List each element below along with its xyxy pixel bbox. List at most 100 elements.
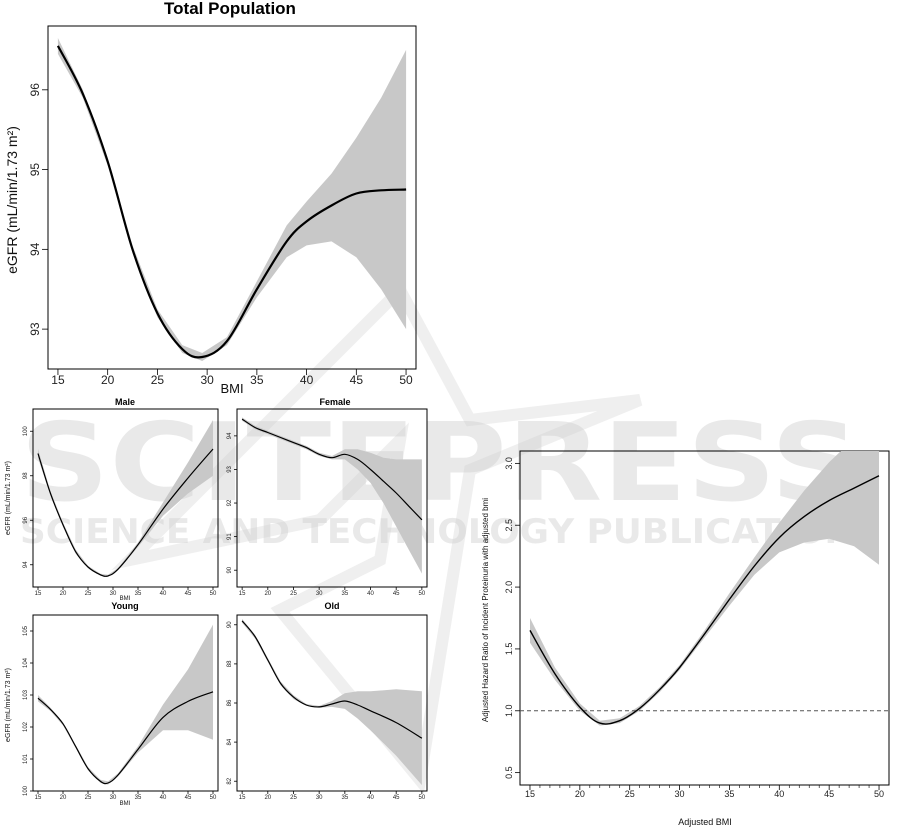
y-tick-label: 92: [227, 499, 233, 506]
x-tick-label: 40: [160, 795, 167, 801]
y-tick-label: 88: [227, 660, 233, 667]
confidence-band: [530, 451, 879, 726]
y-tick-label: 96: [23, 516, 29, 523]
x-tick-label: 25: [290, 591, 297, 597]
x-tick-label: 15: [239, 591, 246, 597]
y-tick-label: 0.5: [504, 766, 514, 779]
series-line: [529, 475, 880, 725]
series-line: [37, 691, 214, 785]
x-tick-label: 25: [85, 591, 92, 597]
x-axis-label: BMI: [120, 596, 131, 602]
series-line: [56, 45, 407, 359]
confidence-band: [38, 420, 213, 577]
y-tick-label: 93: [28, 322, 42, 336]
y-tick-label: 94: [23, 561, 29, 568]
x-tick-label: 35: [135, 591, 142, 597]
chart-young: Young 15 20 25 30 35 40 45 50 100 101 102 103 104 105…: [5, 601, 219, 807]
x-tick-label: 20: [264, 591, 271, 597]
x-tick-label: 20: [60, 591, 67, 597]
x-tick-label: 25: [151, 373, 165, 387]
x-tick-label: 50: [399, 373, 413, 387]
plot-frame: [519, 450, 890, 786]
x-tick-label: 15: [525, 789, 535, 799]
x-axis-label: BMI: [120, 801, 131, 807]
y-tick-label: 90: [227, 621, 233, 628]
x-tick-label: 20: [264, 795, 271, 801]
y-axis-label: Adjusted Hazard Ratio of Incident Protei…: [481, 498, 490, 722]
series-line: [37, 448, 214, 577]
y-tick-label: 1.0: [504, 705, 514, 718]
y-tick-label: 1.5: [504, 643, 514, 656]
y-axis-label: eGFR (mL/min/1.73 m²): [5, 461, 12, 535]
x-axis-label: BMI: [220, 381, 243, 396]
x-tick-label: 25: [85, 795, 92, 801]
y-tick-label: 101: [23, 753, 29, 764]
plot-frame: [32, 614, 219, 792]
y-tick-label: 98: [23, 472, 29, 479]
y-tick-label: 104: [23, 657, 29, 668]
chart-title: Old: [325, 601, 340, 611]
x-tick-label: 50: [210, 795, 217, 801]
x-tick-label: 45: [185, 795, 192, 801]
chart-title: Male: [115, 397, 135, 407]
chart-female: Female 15 20 25 30 35 40 45 50 90 91 92 93 94: [227, 397, 428, 597]
x-tick-label: 15: [239, 795, 246, 801]
y-tick-label: 90: [227, 566, 233, 573]
chart-total-population: Total Population 15 20 25 30 35 40 45 50 93 94 95 9…: [4, 0, 417, 396]
y-tick-label: 105: [23, 625, 29, 636]
x-tick-label: 50: [874, 789, 884, 799]
x-tick-label: 30: [200, 373, 214, 387]
x-tick-label: 35: [135, 795, 142, 801]
x-tick-label: 40: [160, 591, 167, 597]
y-tick-label: 95: [28, 163, 42, 177]
x-tick-label: 20: [101, 373, 115, 387]
confidence-band: [57, 38, 407, 361]
chart-old: Old 15 20 25 30 35 40 45 50 82 84 86 88 90: [227, 601, 428, 801]
x-tick-label: 25: [625, 789, 635, 799]
x-tick-label: 15: [51, 373, 65, 387]
plot-frame: [47, 25, 417, 370]
x-tick-label: 45: [824, 789, 834, 799]
plot-frame: [236, 408, 428, 588]
y-tick-label: 103: [23, 689, 29, 700]
x-tick-label: 35: [250, 373, 264, 387]
y-tick-label: 2.0: [504, 581, 514, 594]
confidence-band: [242, 417, 422, 574]
x-tick-label: 45: [350, 373, 364, 387]
y-tick-label: 93: [227, 465, 233, 472]
x-tick-label: 40: [774, 789, 784, 799]
x-tick-label: 35: [341, 795, 348, 801]
x-tick-label: 30: [316, 795, 323, 801]
x-tick-label: 30: [110, 795, 117, 801]
y-tick-label: 94: [28, 242, 42, 256]
chart-hazard-ratio: 15 20 25 30 35 40 45 50 0.5 1.0 1.5 2.0 2.5 3.0 Adjus…: [481, 450, 890, 827]
y-tick-label: 100: [23, 785, 29, 796]
x-tick-label: 40: [367, 795, 374, 801]
series-line: [241, 418, 423, 521]
chart-male: Male 15 20 25 30 35 40 45 50 94 96 98 100 BMI eGFR …: [5, 397, 219, 602]
confidence-band: [38, 624, 213, 785]
confidence-band: [242, 618, 422, 786]
chart-title: Female: [319, 397, 350, 407]
y-tick-label: 100: [23, 426, 29, 437]
watermark-subtitle: SCIENCE AND TECHNOLOGY PUBLICATIONS: [20, 512, 880, 552]
x-tick-label: 40: [367, 591, 374, 597]
series-line: [241, 620, 423, 739]
x-tick-label: 30: [316, 591, 323, 597]
y-tick-label: 96: [28, 83, 42, 97]
x-tick-label: 25: [290, 795, 297, 801]
x-tick-label: 20: [60, 795, 67, 801]
x-tick-label: 50: [419, 795, 426, 801]
x-tick-label: 45: [185, 591, 192, 597]
y-tick-label: 2.5: [504, 519, 514, 532]
x-axis-label: Adjusted BMI: [678, 817, 732, 827]
y-tick-label: 84: [227, 738, 233, 745]
y-tick-label: 86: [227, 699, 233, 706]
x-tick-label: 40: [300, 373, 314, 387]
x-tick-label: 45: [393, 795, 400, 801]
y-tick-label: 102: [23, 721, 29, 732]
x-tick-label: 15: [35, 795, 42, 801]
watermark: SCITEPRESS SCIENCE AND TECHNOLOGY PUBLIC…: [20, 280, 880, 795]
y-axis-label: eGFR (mL/min/1.73 m²): [4, 126, 20, 274]
